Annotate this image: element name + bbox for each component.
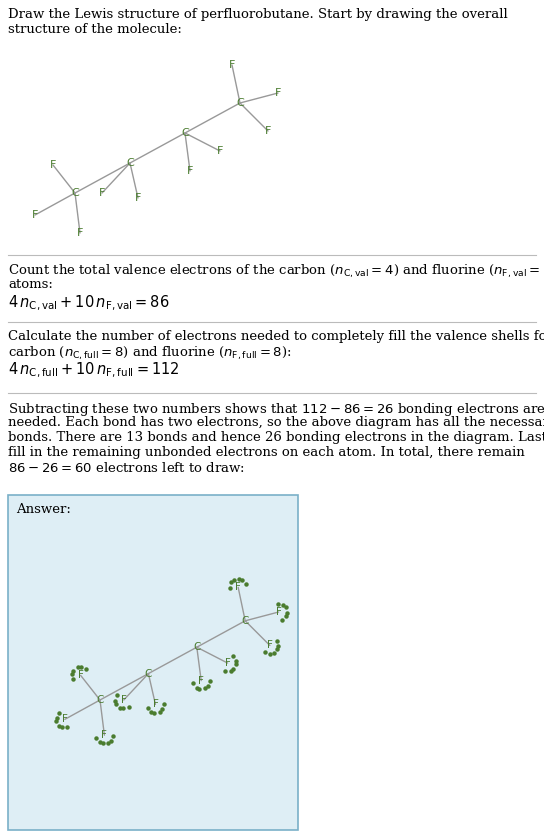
Text: F: F — [50, 160, 56, 170]
Text: structure of the molecule:: structure of the molecule: — [8, 23, 182, 36]
Text: C: C — [193, 642, 201, 652]
Text: F: F — [121, 695, 127, 705]
Text: F: F — [77, 228, 83, 238]
Text: Calculate the number of electrons needed to completely fill the valence shells f: Calculate the number of electrons needed… — [8, 330, 544, 343]
Text: F: F — [62, 714, 68, 724]
Text: F: F — [275, 88, 281, 98]
Text: F: F — [235, 583, 241, 593]
Text: Count the total valence electrons of the carbon ($n_\mathrm{C,val} = 4$) and flu: Count the total valence electrons of the… — [8, 263, 544, 280]
Text: $86 - 26 = 60$ electrons left to draw:: $86 - 26 = 60$ electrons left to draw: — [8, 461, 245, 475]
Text: C: C — [96, 695, 104, 705]
Text: C: C — [145, 669, 152, 679]
Text: atoms:: atoms: — [8, 278, 53, 291]
Text: F: F — [276, 607, 282, 617]
Text: carbon ($n_\mathrm{C,full} = 8$) and fluorine ($n_\mathrm{F,full} = 8$):: carbon ($n_\mathrm{C,full} = 8$) and flu… — [8, 345, 292, 362]
Bar — [8, 495, 298, 830]
Text: $4\,n_\mathrm{C,val} + 10\,n_\mathrm{F,val} = 86$: $4\,n_\mathrm{C,val} + 10\,n_\mathrm{F,v… — [8, 294, 170, 314]
Text: C: C — [181, 128, 189, 138]
Text: Draw the Lewis structure of perfluorobutane. Start by drawing the overall: Draw the Lewis structure of perfluorobut… — [8, 8, 508, 21]
Text: F: F — [78, 670, 84, 681]
Text: Answer:: Answer: — [16, 503, 71, 516]
Text: F: F — [217, 146, 223, 156]
Text: F: F — [187, 166, 193, 176]
Text: F: F — [198, 675, 204, 686]
Text: C: C — [126, 158, 134, 168]
Text: Subtracting these two numbers shows that $112 - 86 = 26$ bonding electrons are: Subtracting these two numbers shows that… — [8, 401, 544, 418]
Text: $4\,n_\mathrm{C,full} + 10\,n_\mathrm{F,full} = 112$: $4\,n_\mathrm{C,full} + 10\,n_\mathrm{F,… — [8, 361, 180, 380]
Text: C: C — [71, 188, 79, 198]
Text: needed. Each bond has two electrons, so the above diagram has all the necessary: needed. Each bond has two electrons, so … — [8, 416, 544, 429]
Text: F: F — [225, 658, 231, 668]
Text: bonds. There are 13 bonds and hence 26 bonding electrons in the diagram. Lastly,: bonds. There are 13 bonds and hence 26 b… — [8, 431, 544, 444]
Text: F: F — [102, 730, 107, 740]
Text: F: F — [32, 210, 38, 220]
Text: F: F — [135, 193, 141, 203]
Text: fill in the remaining unbonded electrons on each atom. In total, there remain: fill in the remaining unbonded electrons… — [8, 446, 525, 459]
Text: C: C — [236, 98, 244, 108]
Text: F: F — [99, 188, 105, 198]
Text: F: F — [229, 60, 235, 70]
Text: C: C — [242, 616, 249, 626]
Text: F: F — [152, 700, 158, 710]
Text: F: F — [267, 640, 273, 650]
Text: F: F — [265, 126, 271, 136]
